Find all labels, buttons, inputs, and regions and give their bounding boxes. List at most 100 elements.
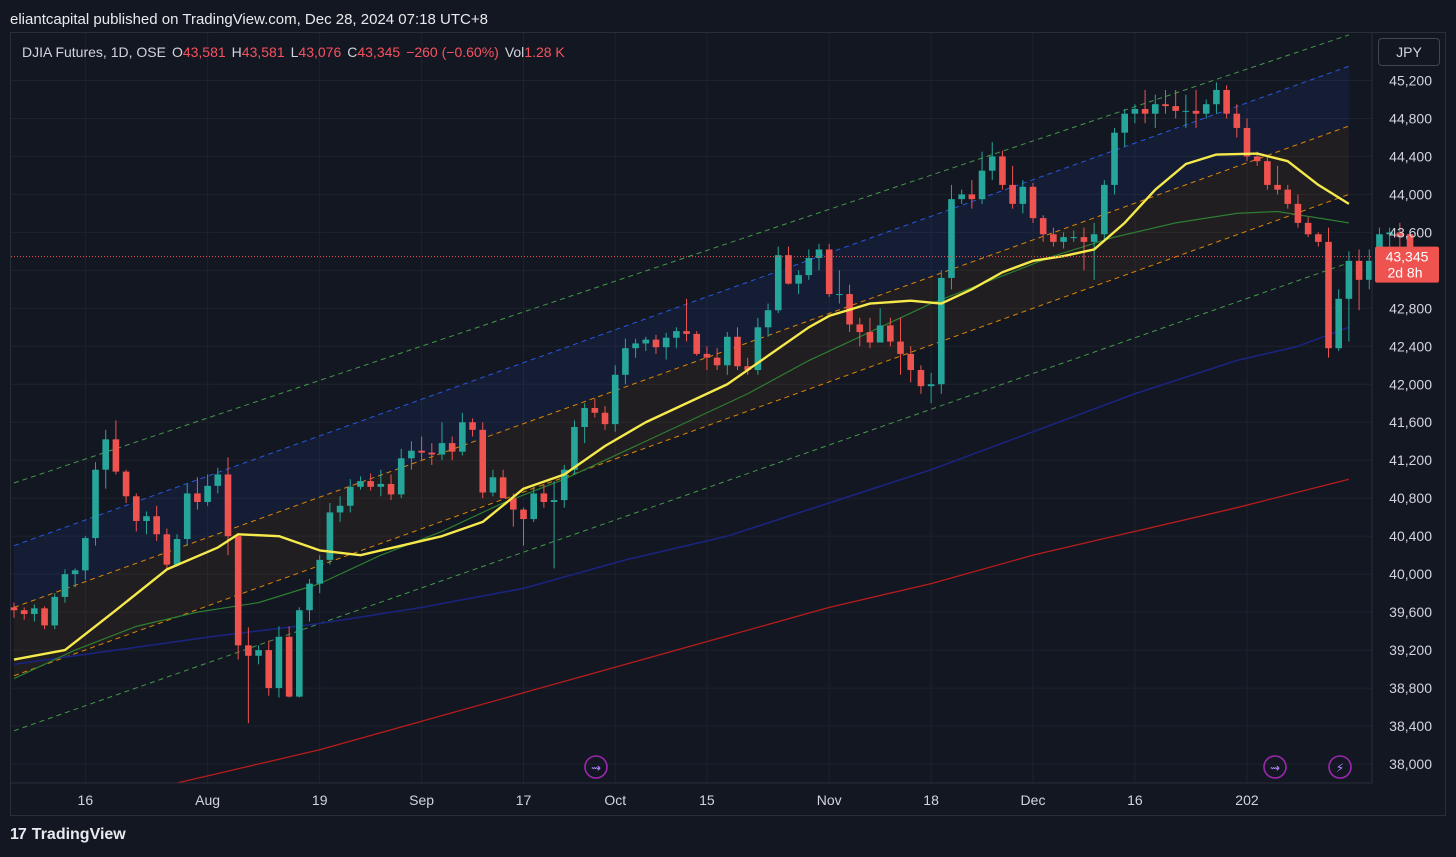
candle-body[interactable]	[988, 156, 996, 171]
candle-body[interactable]	[296, 610, 303, 697]
event-split-icon[interactable]	[1263, 755, 1287, 779]
candle-body[interactable]	[907, 353, 915, 371]
candle-body[interactable]	[958, 194, 965, 200]
candle-body[interactable]	[968, 194, 976, 200]
candle-body[interactable]	[132, 496, 140, 521]
candle-body[interactable]	[774, 255, 782, 311]
candle-body[interactable]	[795, 275, 802, 284]
candle-body[interactable]	[1131, 108, 1139, 114]
candle-body[interactable]	[744, 366, 751, 371]
candle-body[interactable]	[1039, 218, 1047, 235]
symbol-label[interactable]: DJIA Futures, 1D, OSE	[22, 44, 166, 60]
candle-body[interactable]	[204, 485, 211, 502]
candle-body[interactable]	[367, 481, 374, 487]
candle-body[interactable]	[357, 481, 364, 487]
candle-body[interactable]	[673, 331, 680, 338]
candle-body[interactable]	[642, 339, 650, 344]
candle-body[interactable]	[510, 498, 517, 510]
candle-body[interactable]	[1406, 234, 1414, 257]
candle-body[interactable]	[82, 538, 89, 571]
candle-body[interactable]	[1192, 110, 1200, 114]
candle-body[interactable]	[550, 500, 558, 502]
candle-body[interactable]	[1304, 222, 1312, 235]
candle-body[interactable]	[581, 408, 588, 427]
candle-body[interactable]	[1315, 234, 1322, 242]
candle-body[interactable]	[856, 324, 864, 333]
candle-body[interactable]	[622, 348, 629, 375]
candle-body[interactable]	[1233, 113, 1241, 128]
candle-body[interactable]	[346, 486, 354, 506]
candle-body[interactable]	[285, 636, 293, 697]
candle-body[interactable]	[1050, 234, 1057, 242]
candle-body[interactable]	[764, 310, 772, 328]
candle-body[interactable]	[1264, 161, 1271, 185]
event-split-icon[interactable]	[584, 755, 608, 779]
candle-body[interactable]	[224, 474, 232, 537]
candle-body[interactable]	[917, 370, 925, 387]
candle-body[interactable]	[499, 477, 507, 499]
candle-body[interactable]	[1223, 89, 1230, 114]
candle-body[interactable]	[183, 493, 191, 540]
candle-body[interactable]	[560, 469, 568, 501]
candle-body[interactable]	[1121, 113, 1129, 133]
candle-body[interactable]	[275, 636, 283, 689]
candle-body[interactable]	[1294, 203, 1302, 223]
candle-body[interactable]	[1090, 234, 1098, 242]
candle-body[interactable]	[937, 277, 945, 385]
currency-button[interactable]: JPY	[1378, 38, 1440, 66]
candle-body[interactable]	[1070, 237, 1078, 239]
candle-body[interactable]	[530, 493, 537, 520]
candle-body[interactable]	[112, 439, 120, 472]
candle-body[interactable]	[428, 452, 436, 455]
candle-body[interactable]	[662, 337, 670, 348]
candle-body[interactable]	[815, 249, 823, 258]
candle-body[interactable]	[377, 483, 385, 487]
candle-body[interactable]	[326, 512, 334, 560]
candle-body[interactable]	[41, 608, 48, 626]
candle-body[interactable]	[1080, 237, 1088, 242]
candle-body[interactable]	[1386, 232, 1393, 235]
candle-body[interactable]	[866, 332, 874, 343]
candle-body[interactable]	[214, 474, 222, 486]
candle-body[interactable]	[703, 353, 711, 358]
candle-body[interactable]	[611, 374, 619, 425]
candle-body[interactable]	[255, 650, 262, 656]
candle-body[interactable]	[927, 384, 935, 387]
candle-body[interactable]	[1009, 184, 1016, 204]
candle-body[interactable]	[61, 574, 69, 597]
candle-body[interactable]	[713, 357, 721, 366]
candle-body[interactable]	[1182, 110, 1190, 112]
candle-body[interactable]	[479, 429, 487, 493]
candle-body[interactable]	[1253, 156, 1261, 162]
candle-body[interactable]	[1284, 189, 1292, 204]
candle-body[interactable]	[632, 343, 639, 349]
candle-body[interactable]	[540, 493, 548, 502]
candle-body[interactable]	[316, 559, 323, 584]
candle-body[interactable]	[92, 469, 99, 539]
candle-body[interactable]	[978, 170, 986, 200]
candle-body[interactable]	[754, 327, 762, 371]
candle-body[interactable]	[1345, 260, 1353, 299]
candle-body[interactable]	[153, 516, 160, 535]
candle-body[interactable]	[418, 450, 425, 453]
candle-body[interactable]	[948, 199, 955, 278]
candle-body[interactable]	[693, 333, 701, 354]
candle-body[interactable]	[887, 325, 894, 342]
candle-body[interactable]	[836, 294, 843, 296]
candle-body[interactable]	[1172, 106, 1179, 111]
candle-body[interactable]	[683, 331, 690, 334]
candle-body[interactable]	[143, 516, 150, 521]
candle-body[interactable]	[173, 539, 181, 565]
candle-body[interactable]	[20, 610, 28, 615]
candle-body[interactable]	[1019, 186, 1027, 204]
candle-body[interactable]	[785, 255, 792, 284]
candle-body[interactable]	[1151, 104, 1159, 114]
candle-body[interactable]	[122, 471, 130, 497]
candle-body[interactable]	[652, 339, 660, 348]
candle-body[interactable]	[1162, 104, 1169, 107]
candle-body[interactable]	[336, 505, 344, 513]
candle-body[interactable]	[438, 443, 446, 455]
candle-body[interactable]	[306, 583, 313, 611]
candle-body[interactable]	[876, 325, 884, 343]
